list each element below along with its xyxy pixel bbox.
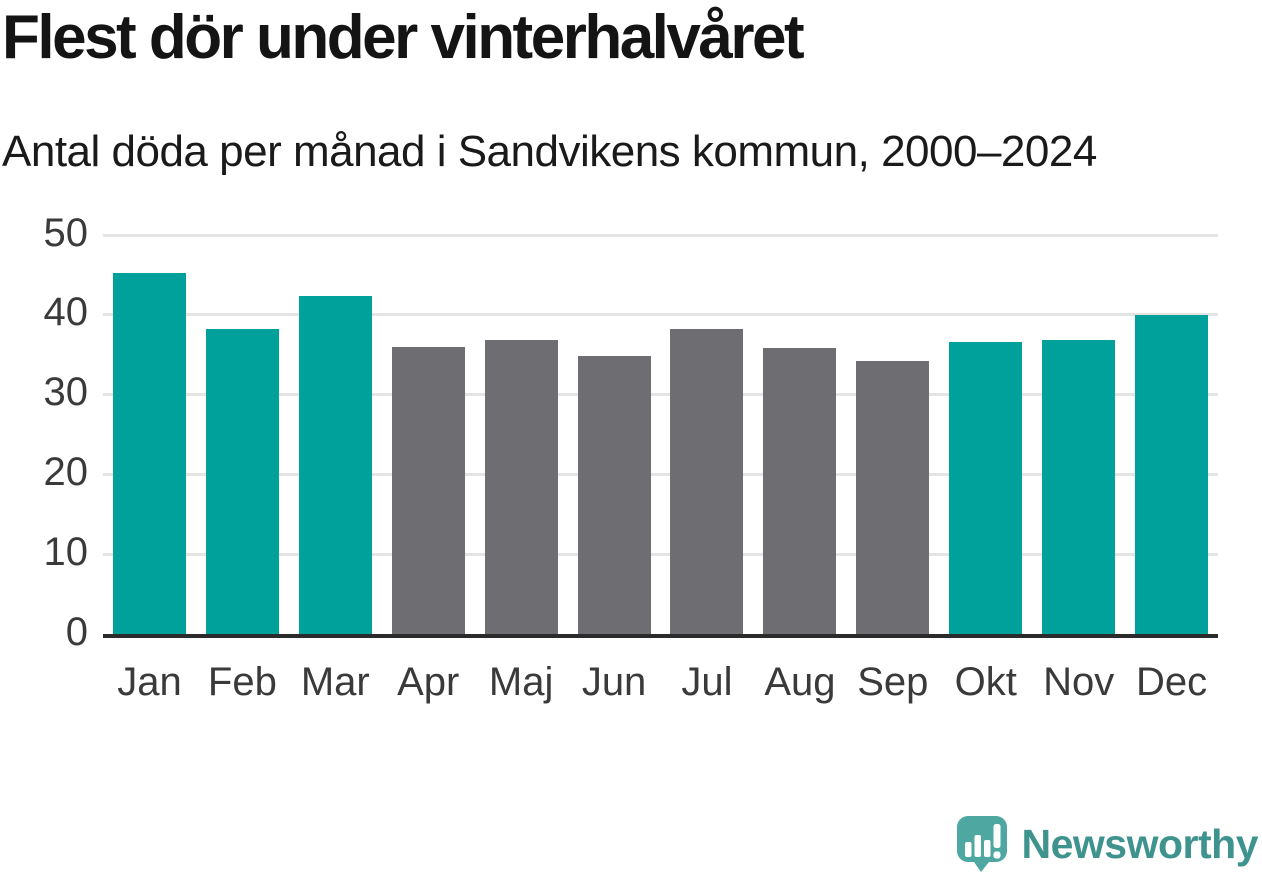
chart-subtitle: Antal döda per månad i Sandvikens kommun… bbox=[2, 127, 1097, 176]
y-axis-tick-label: 30 bbox=[43, 370, 89, 415]
gridline bbox=[103, 552, 1218, 556]
bar-dec bbox=[1135, 314, 1209, 634]
bar-band bbox=[939, 235, 1032, 634]
x-axis-tick-label: Sep bbox=[857, 660, 929, 704]
x-axis-tick-label: Feb bbox=[207, 660, 277, 704]
bar-apr bbox=[391, 346, 465, 634]
x-axis: Jan Feb Mar Apr Maj Jun Jul Aug Sep Okt Nov Dec bbox=[103, 658, 1218, 706]
x-axis-tick-label: Mar bbox=[300, 660, 370, 704]
y-axis-tick-label: 10 bbox=[43, 529, 89, 574]
y-axis-tick-label: 40 bbox=[43, 290, 89, 335]
x-axis-tick-label: Jan bbox=[117, 660, 182, 704]
newsworthy-speech-bubble-bar-chart-icon bbox=[956, 816, 1007, 872]
x-axis-tick-label: Jun bbox=[581, 660, 647, 704]
bar-band bbox=[196, 235, 289, 634]
x-axis-tick-label: Nov bbox=[1043, 660, 1115, 704]
bar-jun bbox=[577, 356, 651, 634]
newsworthy-logo-text: Newsworthy bbox=[1021, 820, 1259, 867]
y-axis: 0 10 20 30 40 50 bbox=[0, 211, 89, 654]
bar-jan bbox=[112, 272, 186, 634]
bar-mar bbox=[298, 296, 372, 634]
bar-aug bbox=[763, 348, 837, 634]
gridline bbox=[103, 393, 1218, 397]
x-axis-tick-label: Jul bbox=[681, 660, 733, 704]
y-axis-tick-label: 50 bbox=[43, 210, 89, 255]
logo-bar-2 bbox=[974, 835, 981, 857]
bar-band bbox=[289, 235, 382, 634]
y-axis-tick-label: 0 bbox=[65, 609, 88, 654]
newsworthy-logo: Newsworthy bbox=[955, 813, 1259, 875]
x-axis-baseline bbox=[103, 634, 1218, 638]
bar-nov bbox=[1042, 339, 1116, 634]
chart-title: Flest dör under vinterhalvåret bbox=[2, 3, 805, 72]
x-axis-tick-label: Apr bbox=[397, 660, 460, 704]
logo-bar-1 bbox=[964, 842, 971, 857]
gridline bbox=[103, 233, 1218, 237]
bar-band bbox=[568, 235, 661, 634]
bar-sep bbox=[856, 361, 930, 634]
bars bbox=[103, 235, 1218, 634]
bar-maj bbox=[484, 340, 558, 634]
bar-band bbox=[103, 235, 196, 634]
y-axis-tick-label: 20 bbox=[43, 449, 89, 494]
bar-feb bbox=[205, 329, 279, 634]
logo-bar-3 bbox=[983, 840, 990, 857]
bar-band bbox=[475, 235, 568, 634]
x-axis-tick-label: Aug bbox=[764, 660, 836, 704]
bar-band bbox=[661, 235, 754, 634]
logo-exclamation-dot bbox=[993, 851, 1000, 859]
bar-band bbox=[846, 235, 939, 634]
gridlines bbox=[103, 233, 1218, 634]
gridline bbox=[103, 472, 1218, 476]
x-axis-tick-label: Dec bbox=[1136, 660, 1208, 704]
x-axis-tick-label: Maj bbox=[488, 660, 554, 704]
bar-band bbox=[382, 235, 475, 634]
bar-chart-plot-area bbox=[103, 233, 1218, 638]
bar-band bbox=[1032, 235, 1125, 634]
gridline bbox=[103, 313, 1218, 317]
bar-band bbox=[753, 235, 846, 634]
bar-jul bbox=[670, 329, 744, 634]
logo-exclamation-line bbox=[993, 824, 1000, 848]
bar-band bbox=[1125, 235, 1218, 634]
bar-okt bbox=[949, 341, 1023, 634]
x-axis-tick-label: Okt bbox=[954, 660, 1017, 704]
